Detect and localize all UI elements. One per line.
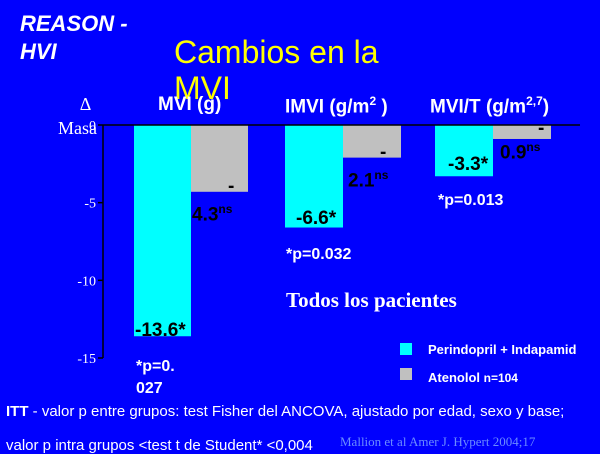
footer-itt: ITT [6, 403, 29, 420]
value-label-atenolol-mvit: - 0.9ns [500, 118, 545, 164]
study-name: REASON - HVI [20, 10, 128, 66]
value-label-atenolol-mvi: - 4.3ns [192, 176, 235, 226]
pvalue-imvi: *p=0.032 [286, 246, 352, 263]
y-tick-label-1: -5 [84, 197, 96, 212]
value-label-atenolol-imvi: - 2.1ns [348, 142, 389, 192]
masa-label: Masa [58, 118, 97, 138]
legend-label-perindopril: Perindopril + Indapamid [428, 342, 577, 357]
bar-atenolol-0 [191, 125, 248, 192]
slide-title-line1: Cambios en la [174, 34, 379, 70]
legend: Perindopril + Indapamid Atenolol n=104 [398, 340, 600, 390]
y-tick-label-0: 0 [89, 119, 96, 134]
footer-itt-text: - valor p entre grupos: test Fisher del … [28, 403, 565, 420]
value-label-perindopril-mvit: -3.3* [448, 154, 489, 175]
citation: Mallion et al Amer J. Hypert 2004;17 [340, 434, 536, 449]
study-name-line2: HVI [20, 39, 57, 64]
slide-title: Cambios en la MVI [174, 34, 379, 106]
annotation-all-patients: Todos los pacientes [286, 288, 457, 312]
legend-label-atenolol-name: Atenolol [428, 370, 480, 385]
group-label-mvi: MVI (g) [158, 94, 222, 115]
y-tick-label-3: -15 [77, 352, 96, 367]
bar-atenolol-1 [343, 125, 401, 158]
bar-perindopril-1 [285, 125, 343, 228]
group-label-mvit: MVI/T (g/m2,7) [430, 94, 550, 118]
legend-swatch-atenolol [400, 368, 412, 380]
group-label-imvi: IMVI (g/m2 ) [285, 94, 388, 118]
footer-line3: valor p intra grupos <test t de Student*… [6, 437, 313, 454]
bar-perindopril-2 [435, 125, 493, 177]
value-label-perindopril-imvi: -6.6* [296, 208, 337, 229]
y-tick-label-2: -10 [77, 274, 96, 289]
footer-note: ITT - valor p entre grupos: test Fisher … [6, 403, 600, 420]
legend-label-atenolol: Atenolol n=104 [428, 370, 518, 385]
y-axis-label: Δ Masa [58, 92, 97, 140]
bar-atenolol-2 [493, 125, 551, 139]
pvalue-mvi: *p=0. 027 [136, 358, 175, 397]
legend-label-atenolol-n: n=104 [483, 371, 518, 385]
pvalue-mvit: *p=0.013 [438, 192, 504, 209]
bar-perindopril-0 [134, 125, 191, 337]
legend-swatch-perindopril [400, 343, 412, 355]
value-label-perindopril-mvi: -13.6* [135, 320, 186, 341]
slide-title-line2: MVI [174, 70, 231, 106]
delta-symbol: Δ [79, 94, 92, 114]
study-name-line1: REASON - [20, 11, 128, 36]
